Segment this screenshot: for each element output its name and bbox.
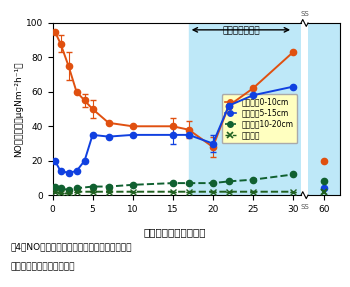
Text: の影響（室内実験）: の影響（室内実験） xyxy=(10,263,75,272)
Bar xyxy=(298,23,350,195)
Text: SS: SS xyxy=(300,204,309,210)
Text: SS: SS xyxy=(300,11,309,17)
Legend: 施肥深度0-10cm, 施肥深度5-15cm, 施肥深度10-20cm, 無施肥区: 施肥深度0-10cm, 施肥深度5-15cm, 施肥深度10-20cm, 無施肥… xyxy=(222,94,297,143)
Text: 地下水位＝１ｍ: 地下水位＝１ｍ xyxy=(222,26,260,35)
Text: 施肥後経過時間（日）: 施肥後経過時間（日） xyxy=(144,227,206,237)
Bar xyxy=(189,23,301,195)
Text: 図4　NO放出速度の経時変化に及ぼす施肥深度: 図4 NO放出速度の経時変化に及ぼす施肥深度 xyxy=(10,243,132,251)
Y-axis label: NO放出速度（μgNm⁻²h⁻¹）: NO放出速度（μgNm⁻²h⁻¹） xyxy=(14,61,23,157)
